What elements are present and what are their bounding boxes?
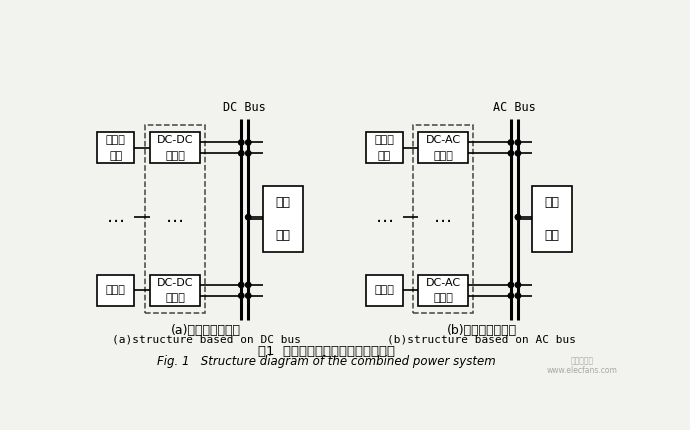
Bar <box>97 132 135 163</box>
Text: 图1  新能源联合供电系统的基本结构: 图1 新能源联合供电系统的基本结构 <box>258 345 395 358</box>
Circle shape <box>246 150 251 156</box>
Text: (a)基于直流母线式: (a)基于直流母线式 <box>171 324 242 337</box>
Text: DC-DC: DC-DC <box>157 135 193 145</box>
Text: 变换器: 变换器 <box>165 150 185 160</box>
Circle shape <box>239 150 244 156</box>
Circle shape <box>509 150 513 156</box>
Text: 蓄电池: 蓄电池 <box>106 285 126 295</box>
Text: DC Bus: DC Bus <box>224 101 266 114</box>
Text: 电池: 电池 <box>378 150 391 160</box>
Text: 变换器: 变换器 <box>165 293 185 303</box>
Bar <box>532 186 572 252</box>
Text: DC-AC: DC-AC <box>426 135 461 145</box>
Circle shape <box>515 215 521 220</box>
Text: 太阳能: 太阳能 <box>106 135 126 145</box>
Text: 变换器: 变换器 <box>433 150 453 160</box>
Bar <box>418 132 469 163</box>
Text: DC-DC: DC-DC <box>157 278 193 288</box>
Text: 变换器: 变换器 <box>433 293 453 303</box>
Bar <box>145 125 205 313</box>
Text: Fig. 1   Structure diagram of the combined power system: Fig. 1 Structure diagram of the combined… <box>157 356 496 369</box>
Text: …: … <box>107 208 125 226</box>
Text: (b)基于交流母线式: (b)基于交流母线式 <box>446 324 517 337</box>
Circle shape <box>239 282 244 288</box>
Text: 负载: 负载 <box>544 229 560 242</box>
Circle shape <box>239 140 244 145</box>
Text: (b)structure based on AC bus: (b)structure based on AC bus <box>387 335 576 344</box>
Bar <box>418 275 469 306</box>
Bar <box>150 275 200 306</box>
Bar <box>366 275 403 306</box>
Circle shape <box>515 140 521 145</box>
Text: 直流: 直流 <box>275 196 290 209</box>
Circle shape <box>515 150 521 156</box>
Text: …: … <box>434 208 452 226</box>
Circle shape <box>246 282 251 288</box>
Text: 太阳能: 太阳能 <box>375 135 395 145</box>
Circle shape <box>509 282 513 288</box>
Circle shape <box>515 282 521 288</box>
Circle shape <box>246 215 251 220</box>
Text: AC Bus: AC Bus <box>493 101 536 114</box>
Bar <box>366 132 403 163</box>
Circle shape <box>246 293 251 298</box>
Text: 电池: 电池 <box>109 150 122 160</box>
Bar <box>97 275 135 306</box>
Text: DC-AC: DC-AC <box>426 278 461 288</box>
Text: (a)structure based on DC bus: (a)structure based on DC bus <box>112 335 301 344</box>
Bar <box>150 132 200 163</box>
Bar <box>413 125 473 313</box>
Circle shape <box>239 293 244 298</box>
Text: 负载: 负载 <box>275 229 290 242</box>
Text: 蓄电池: 蓄电池 <box>375 285 395 295</box>
Circle shape <box>509 140 513 145</box>
Bar <box>263 186 303 252</box>
Text: …: … <box>375 208 394 226</box>
Circle shape <box>246 140 251 145</box>
Circle shape <box>509 293 513 298</box>
Circle shape <box>515 293 521 298</box>
Text: …: … <box>166 208 184 226</box>
Text: 交流: 交流 <box>544 196 560 209</box>
Text: 电子发烧友
www.elecfans.com: 电子发烧友 www.elecfans.com <box>546 356 618 375</box>
